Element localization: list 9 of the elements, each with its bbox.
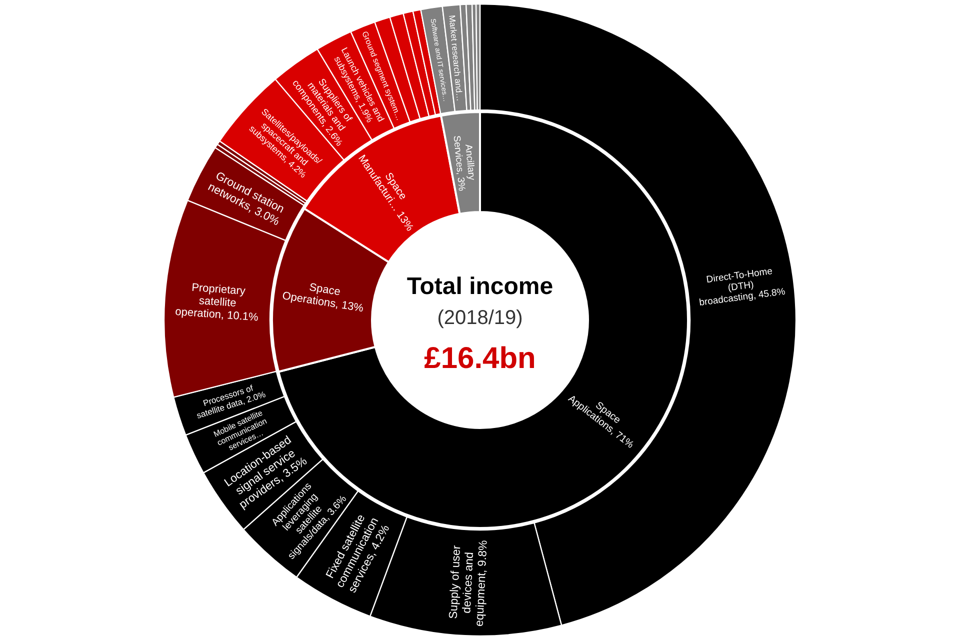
text: (2018/19) <box>437 307 523 329</box>
slice-label: Proprietary satellite operation, 10.1% <box>174 282 259 324</box>
text: Total income <box>406 273 554 300</box>
slice-label: Space Operations, 13% <box>281 282 364 315</box>
slice-label: Supply of user devices and equipment, 9.8% <box>448 540 490 627</box>
slice-label: Direct-To-Home (DTH) broadcasting, 45.8% <box>698 266 786 309</box>
slice-label: Market research and… <box>447 14 465 102</box>
slice-label: Ancillary Services, 3% <box>450 135 477 192</box>
text: £16.4bn <box>424 342 536 375</box>
